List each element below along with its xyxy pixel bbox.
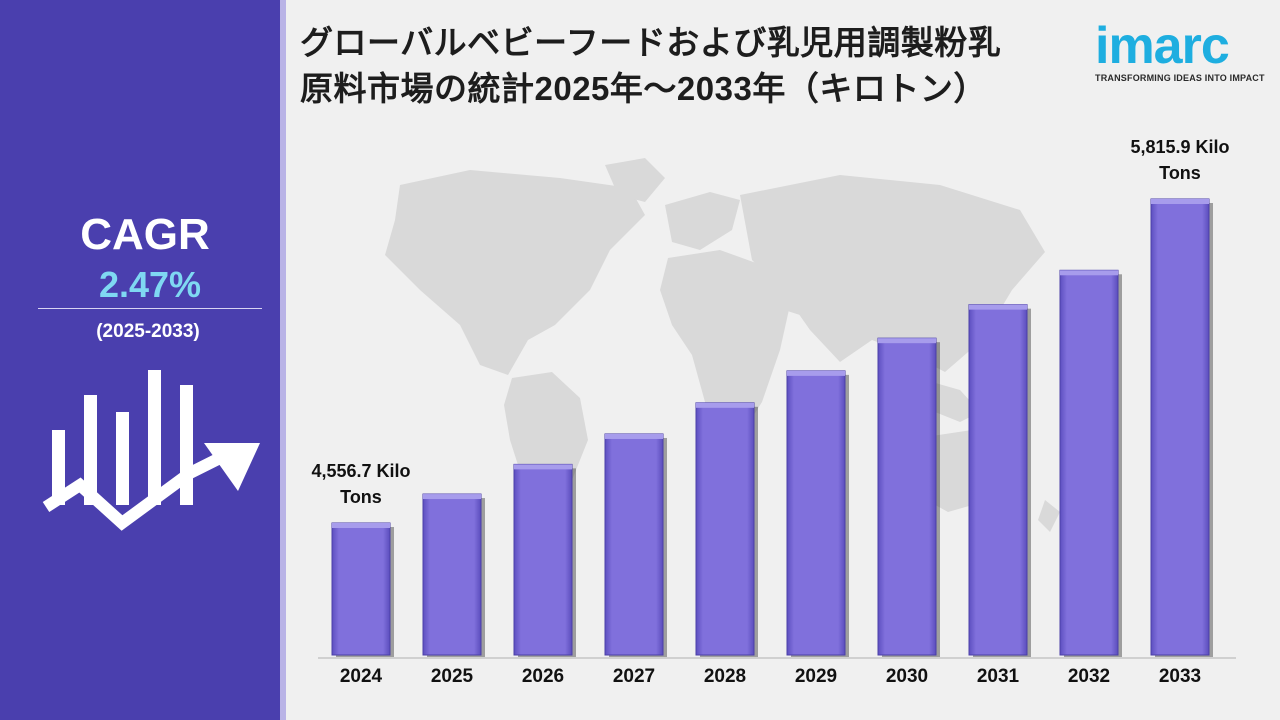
bar-top-2026: [514, 464, 572, 470]
x-tick-label-2026: 2026: [522, 666, 564, 687]
bar-2030: [877, 337, 937, 656]
x-tick-label-2027: 2027: [613, 666, 655, 687]
x-tick-label-2025: 2025: [431, 666, 474, 687]
x-tick-label-2033: 2033: [1159, 666, 1201, 687]
x-tick-label-2031: 2031: [977, 666, 1020, 687]
x-tick-label-2024: 2024: [340, 666, 383, 687]
x-tick-label-2028: 2028: [704, 666, 746, 687]
bar-growth-arrow-icon: [42, 370, 260, 531]
bar-2029: [786, 370, 846, 656]
bar-top-2033: [1151, 199, 1209, 204]
bar-top-2030: [878, 338, 936, 344]
cagr-label: CAGR: [80, 210, 210, 259]
bar-2026: [513, 463, 573, 656]
data-label-2033: 5,815.9 Kilo Tons: [1130, 137, 1229, 183]
bar-2027: [604, 433, 664, 656]
sidebar-panel: [0, 0, 286, 720]
bar-top-2024: [332, 523, 390, 528]
bar-chart: 2024 2025 2026 2027 2028 2029 2030 2031 2032 2033…: [311, 137, 1236, 687]
bar-top-2031: [969, 304, 1027, 310]
bar-2032: [1059, 269, 1119, 656]
x-tick-label-2029: 2029: [795, 666, 837, 687]
data-label-2024: 4,556.7 Kilo Tons: [311, 461, 410, 507]
bar-2031: [968, 304, 1028, 656]
bar-top-2025: [423, 494, 481, 500]
title-line-1: グローバルベビーフードおよび乳児用調製粉乳: [300, 24, 1002, 61]
bar-top-2028: [696, 402, 754, 408]
bar-top-2027: [605, 433, 663, 439]
cagr-value: 2.47%: [98, 264, 202, 305]
sidebar-edge: [280, 0, 286, 720]
imarc-logo: imarc TRANSFORMING IDEAS INTO IMPACT: [1093, 10, 1268, 90]
x-tick-label-2030: 2030: [886, 666, 928, 687]
logo-tagline: TRANSFORMING IDEAS INTO IMPACT: [1095, 73, 1265, 83]
bar-2025: [422, 493, 482, 656]
title-line-2: 原料市場の統計2025年～2033年（キロトン）: [300, 70, 987, 107]
bar-top-2029: [787, 370, 845, 376]
cagr-divider: [38, 308, 262, 309]
bar-2033: [1150, 198, 1210, 656]
bar-top-2032: [1060, 270, 1118, 276]
logo-wordmark: imarc: [1095, 17, 1230, 75]
cagr-period: (2025-2033): [96, 321, 200, 342]
bar-2028: [695, 402, 755, 656]
bar-2024: [331, 522, 391, 656]
x-tick-label-2032: 2032: [1068, 666, 1110, 687]
chart-title: グローバルベビーフードおよび乳児用調製粉乳 原料市場の統計2025年～2033年…: [300, 20, 1090, 112]
